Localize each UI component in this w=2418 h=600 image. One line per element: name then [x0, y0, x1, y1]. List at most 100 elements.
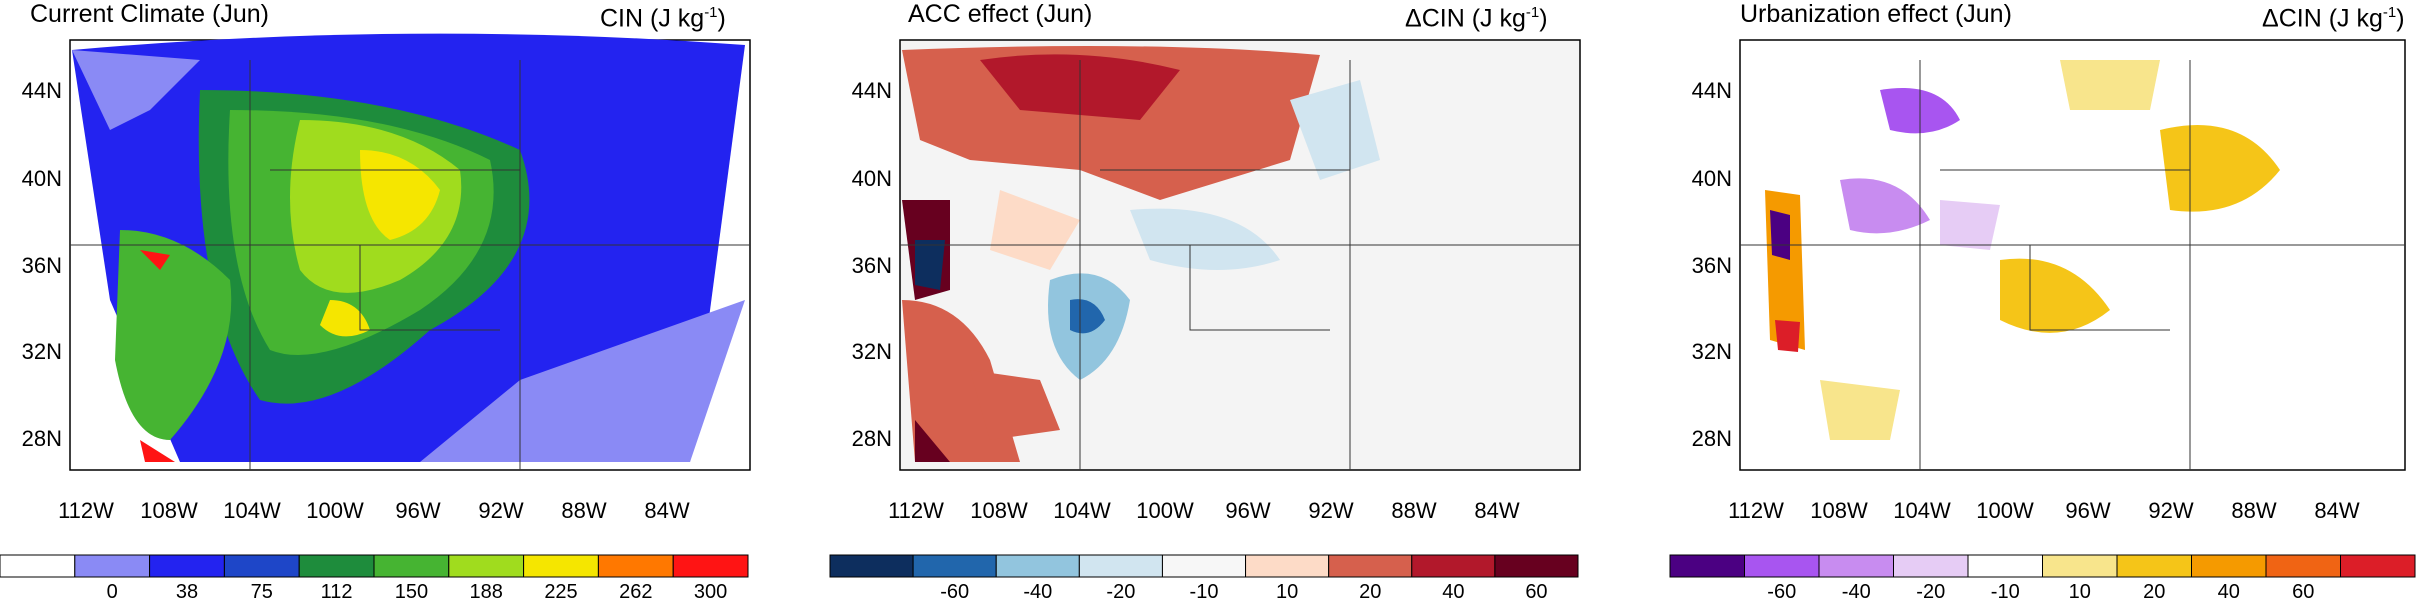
- colorbar-label: -20: [1106, 581, 1135, 600]
- colorbar-swatch: [2265, 554, 2341, 578]
- lat-label: 44N: [1692, 78, 1732, 103]
- lat-tick-labels: 44N 40N 36N 32N 28N: [1692, 78, 1732, 451]
- lat-label: 36N: [852, 253, 892, 278]
- colorbar: -60 -40 -20 -10 10 20 40 60: [1669, 554, 2416, 600]
- colorbar-label: -40: [1842, 581, 1871, 600]
- colorbar-swatch: [448, 554, 525, 578]
- lon-label: 96W: [1225, 498, 1270, 523]
- lat-label: 40N: [22, 166, 62, 191]
- lat-label: 36N: [22, 253, 62, 278]
- colorbar-label: 10: [2069, 581, 2091, 600]
- colorbar-swatch: [2340, 554, 2416, 578]
- panel-acc-effect: 44N 40N 36N 32N 28N 112W 108W 104W 100W …: [820, 0, 1600, 600]
- colorbar-label: 20: [2143, 581, 2165, 600]
- colorbar-swatch: [2191, 554, 2267, 578]
- colorbar-label: 75: [251, 581, 273, 600]
- acc-field: [902, 46, 1380, 462]
- colorbar-swatch: [0, 554, 76, 578]
- colorbar-swatch: [523, 554, 599, 578]
- colorbar-swatch: [223, 554, 300, 578]
- panel-current-climate: 44N 40N 36N 32N 28N 112W 108W 104W 100W …: [0, 0, 780, 600]
- state-boundaries: [900, 60, 1580, 470]
- lat-label: 40N: [852, 166, 892, 191]
- colorbar-swatch: [298, 554, 375, 578]
- colorbar-label: 188: [470, 581, 503, 600]
- lon-label: 88W: [2231, 498, 2276, 523]
- lon-label: 104W: [1053, 498, 1111, 523]
- lon-label: 104W: [223, 498, 281, 523]
- lat-label: 36N: [1692, 253, 1732, 278]
- colorbar-swatch: [1669, 554, 1745, 578]
- lon-label: 88W: [561, 498, 606, 523]
- lat-label: 28N: [22, 426, 62, 451]
- state-boundaries: [1740, 60, 2405, 470]
- lat-label: 28N: [1692, 426, 1732, 451]
- colorbar-label: 40: [2218, 581, 2240, 600]
- colorbar-swatch: [2042, 554, 2118, 578]
- colorbar-swatch: [1328, 554, 1413, 578]
- lon-label: 84W: [1474, 498, 1519, 523]
- lon-label: 96W: [2065, 498, 2110, 523]
- colorbar-label: -10: [1190, 581, 1219, 600]
- lon-tick-labels: 112W 108W 104W 100W 96W 92W 88W 84W: [1728, 498, 2360, 523]
- colorbar-swatch: [1494, 554, 1579, 578]
- map-current-climate: 44N 40N 36N 32N 28N 112W 108W 104W 100W …: [0, 33, 751, 600]
- cin-field: [72, 33, 745, 463]
- lon-label: 96W: [395, 498, 440, 523]
- panel-title: ACC effect (Jun): [908, 0, 1093, 28]
- panel-title: Urbanization effect (Jun): [1740, 0, 2012, 28]
- colorbar-label: 10: [1276, 581, 1298, 600]
- units-label: CIN (J kg-1): [600, 4, 726, 33]
- colorbar: -60 -40 -20 -10 10 20 40 60: [829, 554, 1579, 600]
- colorbar-label: 0: [107, 581, 118, 600]
- lat-label: 44N: [852, 78, 892, 103]
- colorbar-label: 300: [694, 581, 727, 600]
- panel-title: Current Climate (Jun): [30, 0, 269, 28]
- colorbar: 0 38 75 112 150 188 225 262 300: [0, 554, 749, 600]
- state-boundaries: [70, 60, 750, 470]
- colorbar-label: 60: [2292, 581, 2314, 600]
- colorbar-swatch: [2116, 554, 2192, 578]
- colorbar-label: 150: [395, 581, 428, 600]
- lon-label: 100W: [1136, 498, 1194, 523]
- units-label: ΔCIN (J kg-1): [2262, 4, 2405, 33]
- lat-label: 28N: [852, 426, 892, 451]
- colorbar-swatch: [912, 554, 997, 578]
- colorbar-label: -20: [1916, 581, 1945, 600]
- colorbar-swatch: [1967, 554, 2043, 578]
- colorbar-label: -40: [1023, 581, 1052, 600]
- panel-urbanization-effect: 44N 40N 36N 32N 28N 112W 108W 104W 100W …: [1640, 0, 2418, 600]
- lon-label: 92W: [1308, 498, 1353, 523]
- lon-label: 92W: [478, 498, 523, 523]
- colorbar-label: -60: [940, 581, 969, 600]
- lon-label: 84W: [2314, 498, 2359, 523]
- colorbar-swatch: [829, 554, 914, 578]
- lon-label: 92W: [2148, 498, 2193, 523]
- lon-tick-labels: 112W 108W 104W 100W 96W 92W 88W 84W: [58, 498, 690, 523]
- colorbar-swatch: [149, 554, 225, 578]
- colorbar-swatch: [1411, 554, 1496, 578]
- colorbar-label: 40: [1442, 581, 1464, 600]
- lon-label: 108W: [970, 498, 1028, 523]
- lon-label: 112W: [888, 498, 944, 523]
- lat-label: 32N: [1692, 339, 1732, 364]
- lat-label: 32N: [852, 339, 892, 364]
- colorbar-label: 112: [321, 581, 353, 600]
- colorbar-label: 60: [1525, 581, 1547, 600]
- colorbar-label: 225: [544, 581, 577, 600]
- colorbar-swatch: [373, 554, 450, 578]
- lon-label: 104W: [1893, 498, 1951, 523]
- colorbar-swatch: [1893, 554, 1969, 578]
- colorbar-swatch: [1744, 554, 1820, 578]
- colorbar-label: -10: [1991, 581, 2020, 600]
- colorbar-swatch: [672, 554, 749, 578]
- lon-label: 108W: [1810, 498, 1868, 523]
- colorbar-label: 262: [619, 581, 652, 600]
- lon-label: 84W: [644, 498, 689, 523]
- colorbar-swatch: [995, 554, 1080, 578]
- colorbar-swatch: [597, 554, 674, 578]
- map-urbanization-effect: 44N 40N 36N 32N 28N 112W 108W 104W 100W …: [1669, 39, 2416, 600]
- lat-tick-labels: 44N 40N 36N 32N 28N: [22, 78, 62, 451]
- colorbar-label: -60: [1767, 581, 1796, 600]
- colorbar-swatch: [74, 554, 151, 578]
